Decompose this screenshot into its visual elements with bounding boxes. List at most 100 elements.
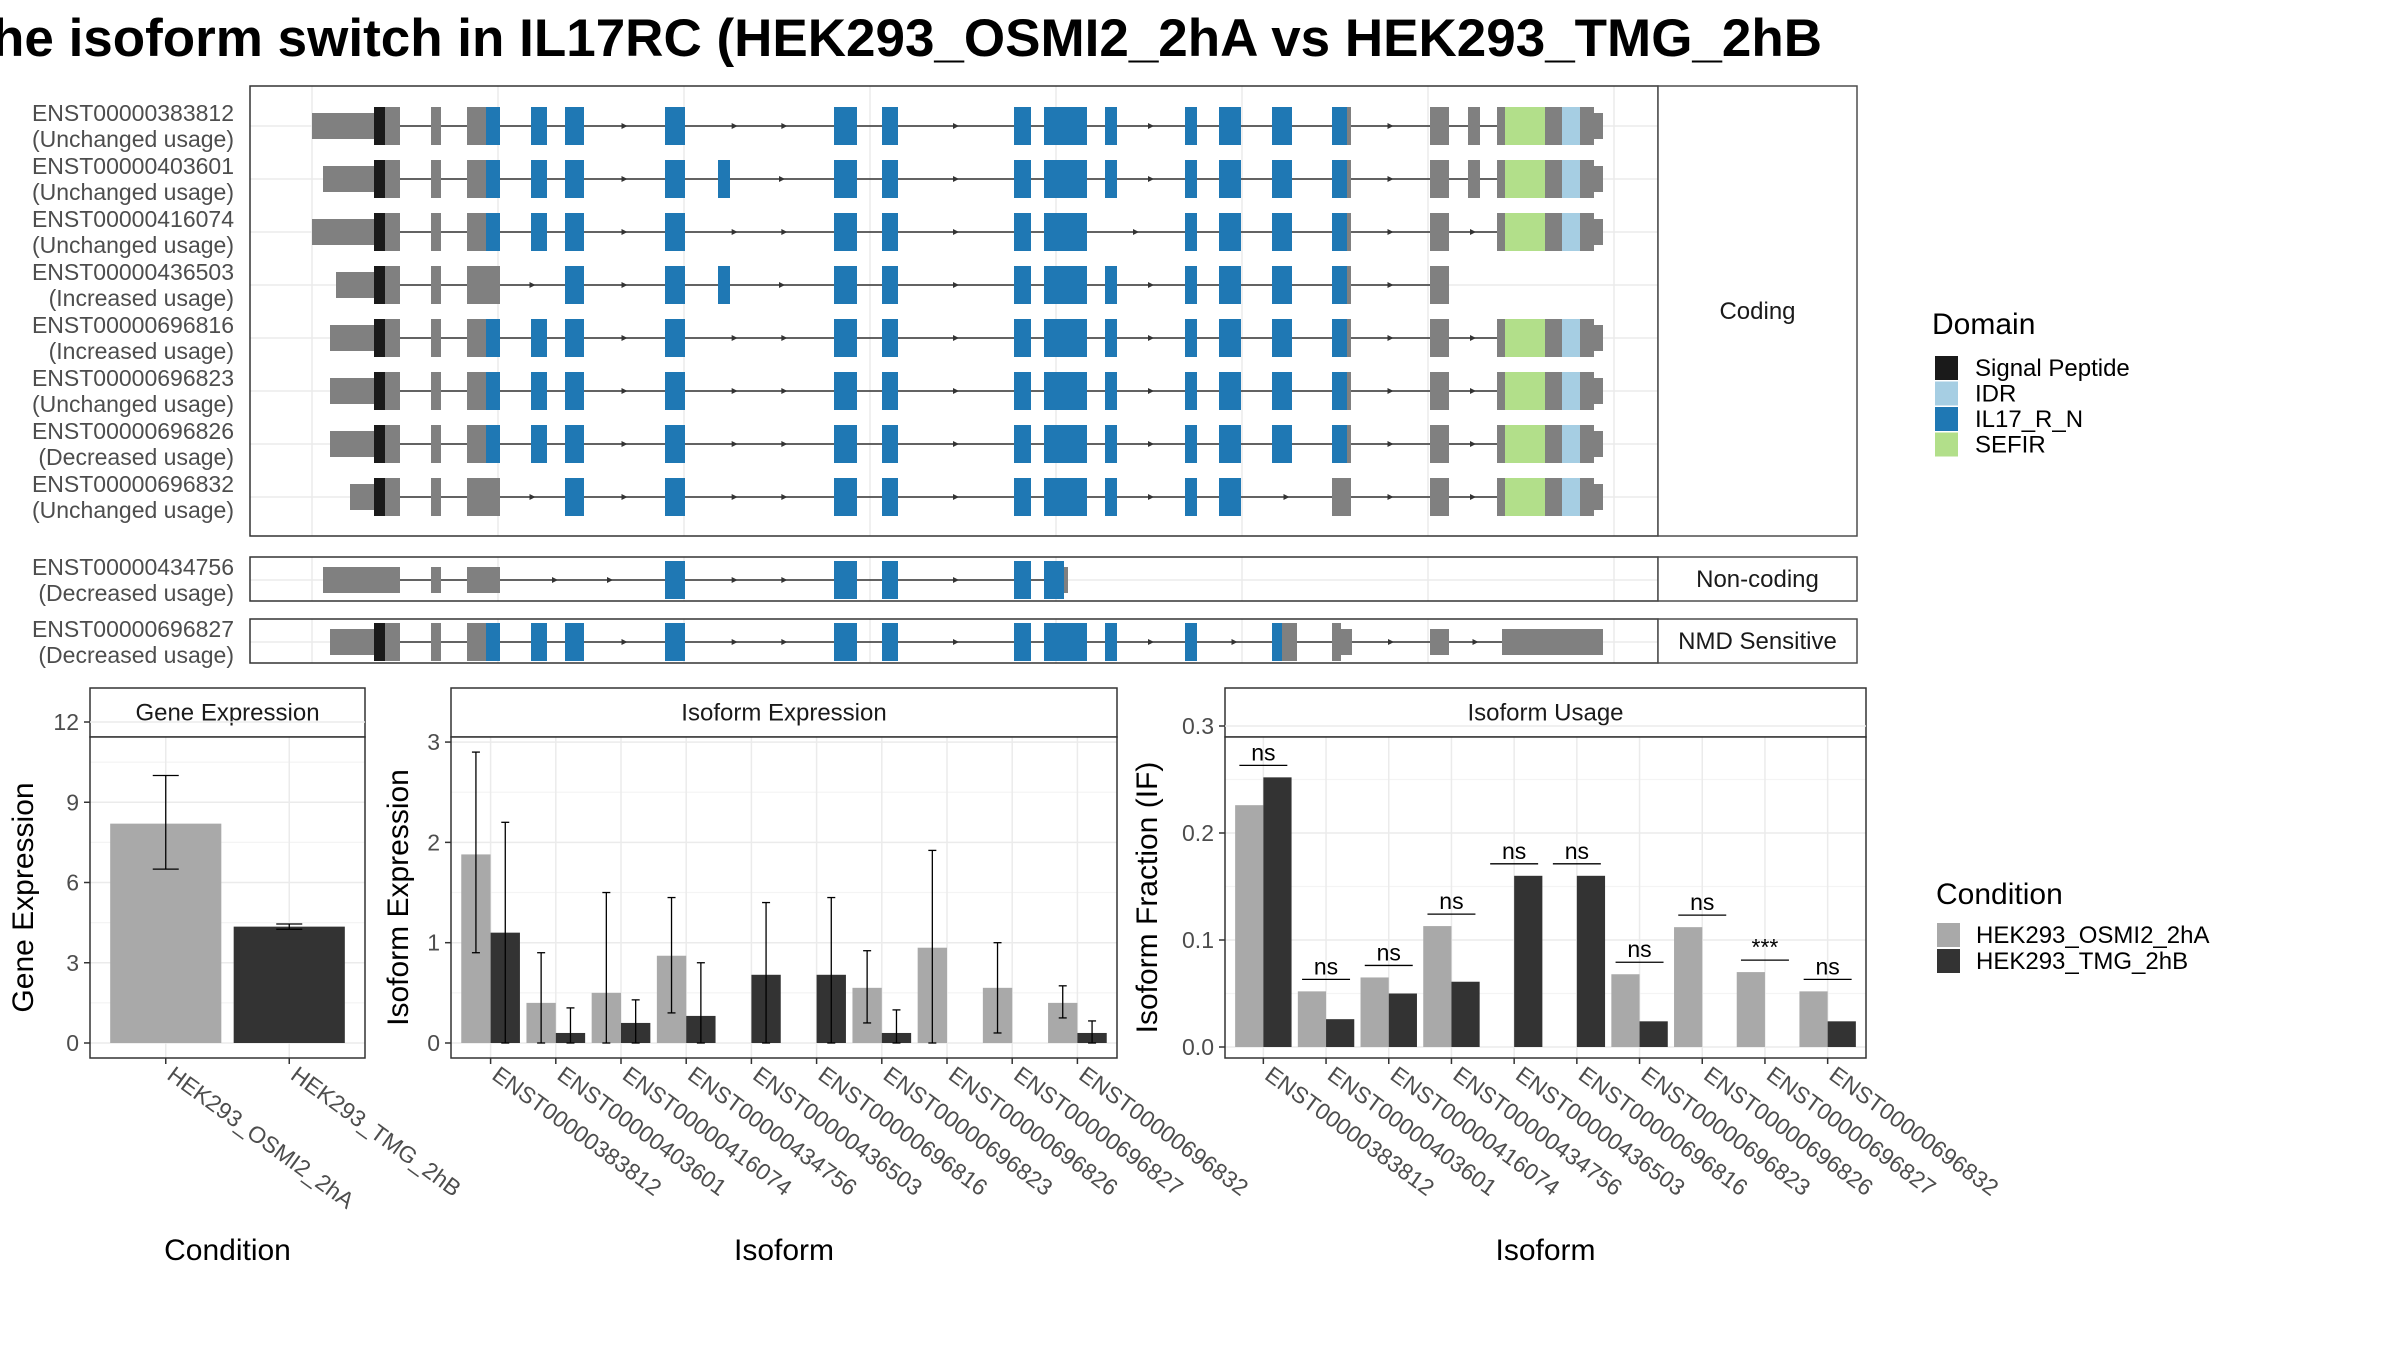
intron-arrow [731, 639, 738, 645]
exon-segment [531, 425, 547, 463]
isoform-usage-label: (Decreased usage) [38, 580, 234, 606]
intron-arrow [1148, 335, 1154, 341]
exon-segment [431, 567, 441, 593]
exon-segment [1014, 425, 1031, 463]
exon-segment [1014, 372, 1031, 410]
legend-label: Signal Peptide [1975, 355, 2130, 382]
isoform-label: ENST00000383812(Unchanged usage) [32, 100, 234, 152]
isoform-label: ENST00000696823(Unchanged usage) [32, 365, 234, 417]
exon-segment [531, 160, 547, 198]
exon-segment [1219, 425, 1241, 463]
isoform-label: ENST00000696832(Unchanged usage) [32, 471, 234, 523]
panel-strip-label: Isoform Usage [1467, 700, 1623, 727]
intron-arrow [1387, 494, 1394, 500]
exon-segment [1219, 213, 1241, 251]
isoform-id: ENST00000436503 [32, 259, 234, 285]
exon-segment [834, 160, 857, 198]
exon-segment [565, 425, 584, 463]
exon-segment [1562, 372, 1580, 410]
panel-border [450, 736, 1118, 1059]
exon-segment [1044, 319, 1087, 357]
exon-segment [1580, 478, 1594, 516]
exon-segment [1014, 561, 1031, 599]
exon-segment [486, 160, 500, 198]
y-tick-label: 12 [53, 709, 79, 735]
exon-segment [565, 160, 584, 198]
exon-segment [1044, 266, 1087, 304]
isoform-id: ENST00000383812 [32, 100, 234, 126]
exon-segment [1014, 266, 1031, 304]
exon-segment [1545, 107, 1562, 145]
exon-segment [374, 319, 385, 357]
exon-segment [1044, 372, 1087, 410]
exon-segment [882, 478, 898, 516]
exon-segment [1580, 107, 1594, 145]
exon-segment [1430, 107, 1449, 145]
isoform-label: ENST00000403601(Unchanged usage) [32, 153, 234, 205]
isoform-row [330, 319, 1603, 357]
isoform-id: ENST00000403601 [32, 153, 234, 179]
exon-segment [1014, 107, 1031, 145]
intron-arrow [1148, 388, 1154, 394]
exon-segment [1505, 425, 1545, 463]
exon-segment [882, 561, 898, 599]
exon-segment [1332, 425, 1347, 463]
exon-segment [336, 272, 374, 298]
intron-arrow [731, 494, 738, 500]
exon-segment [1580, 160, 1594, 198]
y-tick-label: 1 [427, 930, 440, 956]
exon-segment [718, 266, 730, 304]
exon-segment [385, 160, 400, 198]
intron-arrow [1472, 639, 1479, 645]
exon-segment [1044, 561, 1064, 599]
exon-segment [834, 623, 857, 661]
exon-segment [1545, 160, 1562, 198]
intron-arrow [621, 229, 628, 235]
isoform-id: ENST00000696823 [32, 365, 234, 391]
exon-segment [350, 484, 374, 510]
exon-segment [1347, 107, 1351, 145]
exon-segment [385, 478, 400, 516]
intron-arrow [731, 335, 738, 341]
isoform-usage-label: (Increased usage) [49, 338, 234, 364]
exon-segment [1272, 213, 1292, 251]
exon-segment [834, 372, 857, 410]
intron-arrow [1133, 229, 1139, 235]
significance-label: ns [1502, 838, 1526, 864]
isoform-usage-label: (Unchanged usage) [32, 391, 234, 417]
exon-segment [1594, 219, 1603, 245]
exon-segment [374, 478, 385, 516]
intron-arrow [607, 577, 613, 583]
y-axis-title: Gene Expression [7, 782, 40, 1012]
exon-segment [1014, 319, 1031, 357]
exon-segment [1332, 266, 1347, 304]
exon-segment [486, 319, 500, 357]
structure-facet: ENST00000383812(Unchanged usage)ENST0000… [32, 85, 1858, 537]
y-tick-label: 6 [66, 870, 79, 896]
exon-segment [1185, 107, 1197, 145]
significance-label: ns [1690, 889, 1714, 915]
exon-segment [1185, 266, 1197, 304]
isoform-usage-label: (Unchanged usage) [32, 497, 234, 523]
exon-segment [330, 431, 374, 457]
exon-segment [665, 561, 685, 599]
exon-segment [486, 425, 500, 463]
intron-arrow [621, 639, 628, 645]
exon-segment [467, 478, 500, 516]
isoform-row [330, 623, 1603, 661]
bar [1326, 1019, 1355, 1047]
exon-segment [882, 372, 898, 410]
exon-segment [467, 567, 500, 593]
intron-arrow [1148, 441, 1154, 447]
exon-segment [665, 425, 685, 463]
exon-segment [1430, 319, 1449, 357]
intron-arrow [1470, 229, 1476, 235]
isoform-row [312, 107, 1603, 145]
exon-segment [374, 160, 385, 198]
exon-segment [531, 107, 547, 145]
exon-segment [1497, 319, 1505, 357]
exon-segment [385, 623, 400, 661]
exon-segment [1505, 213, 1545, 251]
exon-segment [1219, 372, 1241, 410]
